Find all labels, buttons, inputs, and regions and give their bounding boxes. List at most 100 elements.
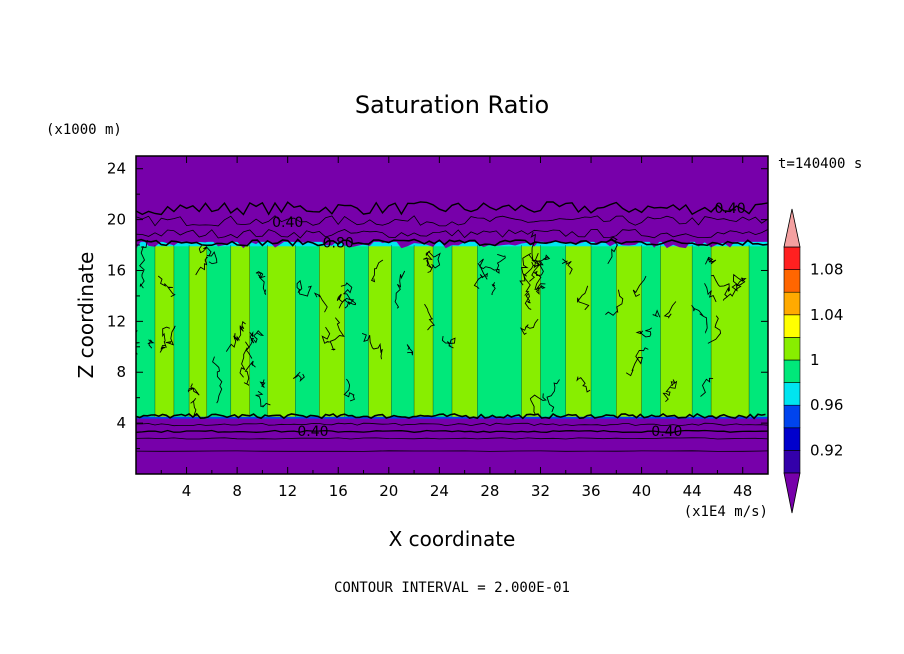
turbulent-contour bbox=[425, 250, 441, 273]
column-band bbox=[173, 246, 190, 417]
turbulent-contour bbox=[336, 293, 357, 309]
turbulent-contour bbox=[195, 256, 208, 276]
turbulent-contour bbox=[473, 272, 488, 289]
turbulent-contour bbox=[361, 332, 383, 360]
turbulent-contour bbox=[491, 282, 496, 296]
column-band bbox=[452, 246, 478, 417]
turbulent-contour bbox=[292, 371, 305, 382]
turbulent-contour bbox=[632, 275, 647, 298]
x-tick-label: 48 bbox=[733, 482, 752, 500]
turbulent-contour bbox=[732, 273, 747, 287]
turbulent-contour bbox=[243, 360, 256, 386]
turbulent-contour bbox=[296, 279, 312, 297]
column-band bbox=[267, 246, 296, 417]
turbulent-contour bbox=[157, 275, 176, 298]
turbulent-contour bbox=[406, 344, 414, 356]
turbulent-contour bbox=[700, 377, 714, 397]
turbulent-contour bbox=[535, 283, 546, 295]
x-axis: 4 8 12 16 20 24 28 32 36 40 44 48 bbox=[160, 156, 752, 500]
contour-line bbox=[136, 229, 768, 239]
column-band bbox=[433, 246, 453, 417]
column-band bbox=[414, 246, 434, 417]
turbulent-contour bbox=[343, 378, 355, 402]
turbulent-contour bbox=[139, 240, 148, 289]
contour-line bbox=[136, 215, 768, 227]
turbulent-contour bbox=[212, 356, 223, 404]
colorbar-label: 1 bbox=[810, 351, 820, 369]
turbulent-contour bbox=[225, 321, 246, 352]
colorbar-segment bbox=[783, 404, 801, 429]
y-tick-label: 20 bbox=[107, 211, 126, 229]
column-band bbox=[368, 246, 392, 417]
turbulent-contour bbox=[479, 253, 506, 274]
y-tick-label: 24 bbox=[107, 160, 126, 178]
column-band bbox=[391, 246, 415, 417]
turbulent-contour bbox=[441, 336, 456, 349]
turbulent-contour bbox=[521, 253, 532, 296]
turbulent-contour bbox=[321, 326, 331, 344]
x-tick-label: 12 bbox=[278, 482, 297, 500]
x-tick-label: 4 bbox=[182, 482, 192, 500]
colorbar-segment bbox=[783, 382, 801, 406]
column-band bbox=[692, 246, 712, 417]
colorbar-under-arrow bbox=[783, 472, 801, 514]
x-tick-label: 8 bbox=[232, 482, 242, 500]
colorbar-segment bbox=[783, 450, 801, 474]
contour-labels: 0.40 0.40 0.80 0.40 0.40 bbox=[272, 201, 746, 440]
turbulent-contour bbox=[529, 393, 547, 415]
column-band bbox=[591, 246, 617, 417]
turbulent-contour bbox=[625, 347, 649, 377]
turbulent-contour bbox=[187, 383, 200, 396]
contour-label: 0.40 bbox=[714, 201, 745, 217]
turbulent-contour bbox=[524, 292, 532, 310]
y-axis-label: Z coordinate bbox=[74, 252, 98, 379]
column-band bbox=[749, 246, 768, 417]
y-units-label: (x1000 m) bbox=[46, 122, 122, 138]
turbulent-contour bbox=[577, 285, 590, 311]
contour-line bbox=[136, 422, 768, 427]
column-band bbox=[189, 246, 208, 417]
contour-label: 0.40 bbox=[651, 424, 682, 440]
contour-line bbox=[136, 429, 768, 433]
turbulent-contour bbox=[147, 339, 155, 349]
turbulent-contour bbox=[519, 261, 534, 286]
colorbar-label: 1.08 bbox=[810, 261, 843, 279]
turbulent-contour bbox=[198, 245, 218, 265]
contour-line bbox=[136, 201, 768, 216]
x-axis-label: X coordinate bbox=[389, 527, 516, 551]
y-tick-label: 4 bbox=[116, 414, 126, 432]
turbulent-contour bbox=[255, 271, 267, 295]
turbulent-contour bbox=[165, 325, 176, 346]
contour-label: 0.40 bbox=[272, 215, 303, 231]
turbulent-contour bbox=[477, 258, 488, 280]
column-band bbox=[154, 246, 175, 417]
turbulent-contour bbox=[159, 326, 170, 353]
plot-frame bbox=[135, 155, 769, 475]
turbulent-contour bbox=[607, 236, 618, 265]
turbulent-contour bbox=[252, 330, 265, 344]
column-band bbox=[616, 246, 643, 417]
x-tick-label: 16 bbox=[329, 482, 348, 500]
contour-lines bbox=[136, 201, 768, 452]
turbulent-contour bbox=[652, 309, 661, 318]
x-units-label: (x1E4 m/s) bbox=[684, 504, 768, 520]
column-band bbox=[477, 246, 523, 417]
turbulent-contour bbox=[329, 317, 345, 351]
x-tick-label: 24 bbox=[430, 482, 449, 500]
turbulent-contour bbox=[662, 379, 678, 403]
column-band bbox=[641, 246, 662, 417]
cloud-layer bbox=[136, 156, 768, 419]
column-band bbox=[295, 246, 320, 417]
column-band bbox=[344, 246, 370, 417]
turbulent-contour bbox=[530, 232, 542, 267]
turbulent-contour bbox=[533, 253, 544, 291]
chart-title: Saturation Ratio bbox=[355, 91, 549, 119]
turbulent-contour bbox=[722, 283, 742, 301]
column-band bbox=[711, 246, 750, 417]
column-band bbox=[540, 246, 567, 417]
y-axis: 4 8 12 16 20 24 bbox=[107, 160, 768, 450]
turbulent-contour bbox=[711, 274, 730, 298]
turbulent-contour bbox=[394, 270, 406, 309]
turbulent-contour bbox=[424, 303, 435, 331]
